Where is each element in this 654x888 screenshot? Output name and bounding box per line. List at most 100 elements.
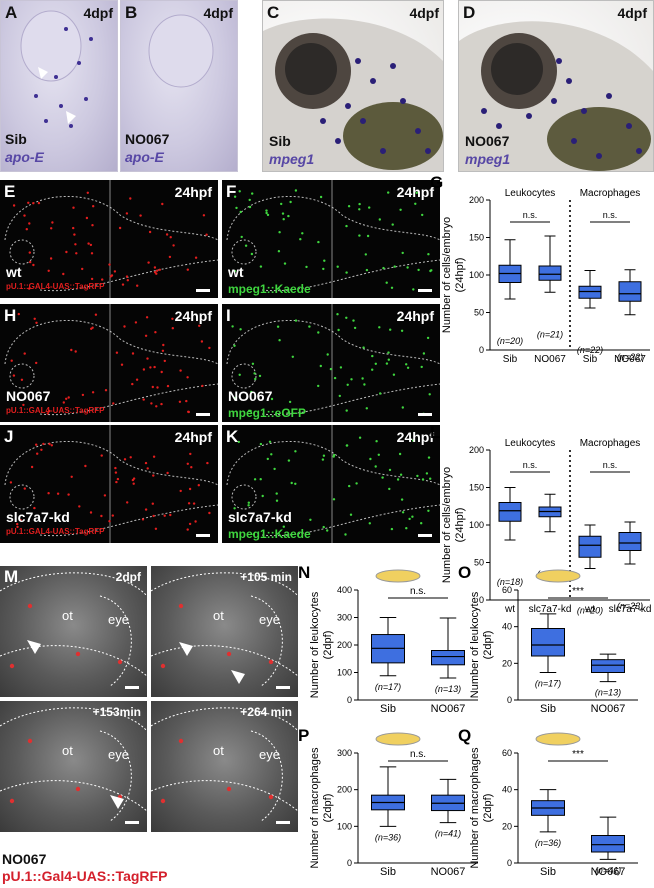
panel-letter: M <box>4 567 19 586</box>
panel-c-image <box>263 18 443 171</box>
larva-icon <box>535 732 581 746</box>
y-tick-label: 40 <box>502 622 512 632</box>
timelapse-marker: pU.1::Gal4-UAS::TagRFP <box>2 868 168 884</box>
arrowhead-icon <box>66 111 76 124</box>
panel-b-image <box>148 14 214 88</box>
y-tick-label: 100 <box>469 520 484 530</box>
significance-label: *** <box>572 586 584 597</box>
n-label: (n=41) <box>435 829 461 839</box>
timelapse-image <box>151 707 298 822</box>
x-tick-label: NO067 <box>614 354 646 365</box>
n-label: (n=13) <box>435 684 461 694</box>
probe-label: apo-E <box>125 149 164 165</box>
y-tick-label: 150 <box>469 483 484 493</box>
n-label: (n=20) <box>497 336 523 346</box>
fluorescence-image <box>4 180 218 298</box>
n-label: (n=17) <box>535 679 561 689</box>
probe-label: mpeg1 <box>465 151 511 167</box>
significance-label: n.s. <box>603 210 618 220</box>
y-tick-label: 200 <box>337 785 352 795</box>
y-axis-label: (24hpf) <box>454 258 466 293</box>
y-tick-label: 0 <box>479 345 484 355</box>
y-tick-label: 20 <box>502 821 512 831</box>
y-axis-label: Number of cells/embryo <box>441 217 453 333</box>
fluorescence-image <box>226 304 440 422</box>
fluorescence-image <box>4 425 218 543</box>
y-tick-label: 300 <box>337 613 352 623</box>
y-tick-label: 0 <box>479 595 484 605</box>
y-tick-label: 300 <box>337 748 352 758</box>
x-tick-label: wt <box>504 604 515 615</box>
box <box>538 265 562 281</box>
y-axis-label: Number of cells/embryo <box>441 467 453 583</box>
panel-k: K 24hpf slc7a7-kd mpeg1::Kaede <box>222 425 440 543</box>
y-tick-label: 0 <box>507 858 512 868</box>
n-label: (n=22) <box>577 345 603 355</box>
y-tick-label: 0 <box>347 695 352 705</box>
significance-label: n.s. <box>410 749 426 760</box>
arrowhead-icon <box>38 67 48 79</box>
timelapse-image <box>0 707 147 822</box>
genotype-label: Sib <box>269 133 291 149</box>
age-label: 4dpf <box>203 5 233 21</box>
y-tick-label: 150 <box>469 233 484 243</box>
n-label: (n=22) <box>617 352 643 362</box>
x-tick-label: Sib <box>540 866 556 878</box>
n-label: (n=41) <box>595 865 621 875</box>
y-tick-label: 0 <box>507 695 512 705</box>
x-tick-label: NO067 <box>431 866 466 878</box>
x-tick-label: NO067 <box>534 354 566 365</box>
age-label: 4dpf <box>83 5 113 21</box>
y-tick-label: 400 <box>337 585 352 595</box>
n-label: (n=36) <box>375 832 401 842</box>
panel-letter: G <box>430 173 443 192</box>
y-axis-label: (24hpf) <box>454 508 466 543</box>
panel-b: B 4dpf NO067 apo-E <box>120 0 238 172</box>
x-tick-label: Sib <box>380 703 396 715</box>
n-label: (n=18) <box>497 577 523 587</box>
y-tick-label: 100 <box>337 821 352 831</box>
y-tick-label: 0 <box>347 858 352 868</box>
timelapse-frame: ot eye +264 min <box>151 701 298 832</box>
x-tick-label: Sib <box>503 354 518 365</box>
significance-label: n.s. <box>603 460 618 470</box>
timelapse-frame: ot eye +153min <box>0 701 147 832</box>
significance-label: n.s. <box>523 210 538 220</box>
timelapse-image <box>0 572 147 687</box>
panel-i: I 24hpf NO067 mpeg1::eGFP <box>222 304 440 422</box>
group-label: Leukocytes <box>505 188 556 199</box>
y-axis-label: (2dpf) <box>322 794 334 823</box>
y-tick-label: 60 <box>502 585 512 595</box>
x-tick-label: Sib <box>380 866 396 878</box>
n-label: (n=13) <box>595 688 621 698</box>
larva-icon <box>535 569 581 583</box>
y-axis-label: Number of leukocytes <box>309 591 321 698</box>
y-axis-label: (2dpf) <box>322 631 334 660</box>
age-label: 4dpf <box>409 5 439 21</box>
x-tick-label: NO067 <box>591 703 626 715</box>
group-label: Leukocytes <box>505 438 556 449</box>
panel-letter: N <box>298 563 310 582</box>
significance-label: n.s. <box>410 586 426 597</box>
panel-letter: P <box>298 726 309 745</box>
box <box>591 659 625 674</box>
panel-h: H 24hpf NO067 pU.1::GAL4-UAS::TagRFP <box>0 304 218 422</box>
panel-letter: A <box>5 3 18 22</box>
x-tick-label: Sib <box>583 354 598 365</box>
panel-e: E 24hpf wt pU.1::GAL4-UAS::TagRFP <box>0 180 218 298</box>
y-tick-label: 100 <box>337 668 352 678</box>
larva-icon <box>375 569 421 583</box>
timelapse-frame: ot eye +105 min <box>151 566 298 697</box>
panel-letter: C <box>267 3 280 22</box>
larva-icon <box>375 732 421 746</box>
x-tick-label: slc7a7-kd <box>529 604 572 615</box>
box <box>618 532 642 551</box>
group-label: Macrophages <box>580 438 641 449</box>
y-tick-label: 50 <box>474 308 484 318</box>
panel-c: C 4dpf Sib mpeg1 <box>262 0 444 172</box>
n-label: (n=23) <box>617 601 643 611</box>
panel-letter: B <box>125 3 138 22</box>
panel-letter: D <box>463 3 476 22</box>
n-label: (n=17) <box>375 682 401 692</box>
y-tick-label: 200 <box>469 445 484 455</box>
